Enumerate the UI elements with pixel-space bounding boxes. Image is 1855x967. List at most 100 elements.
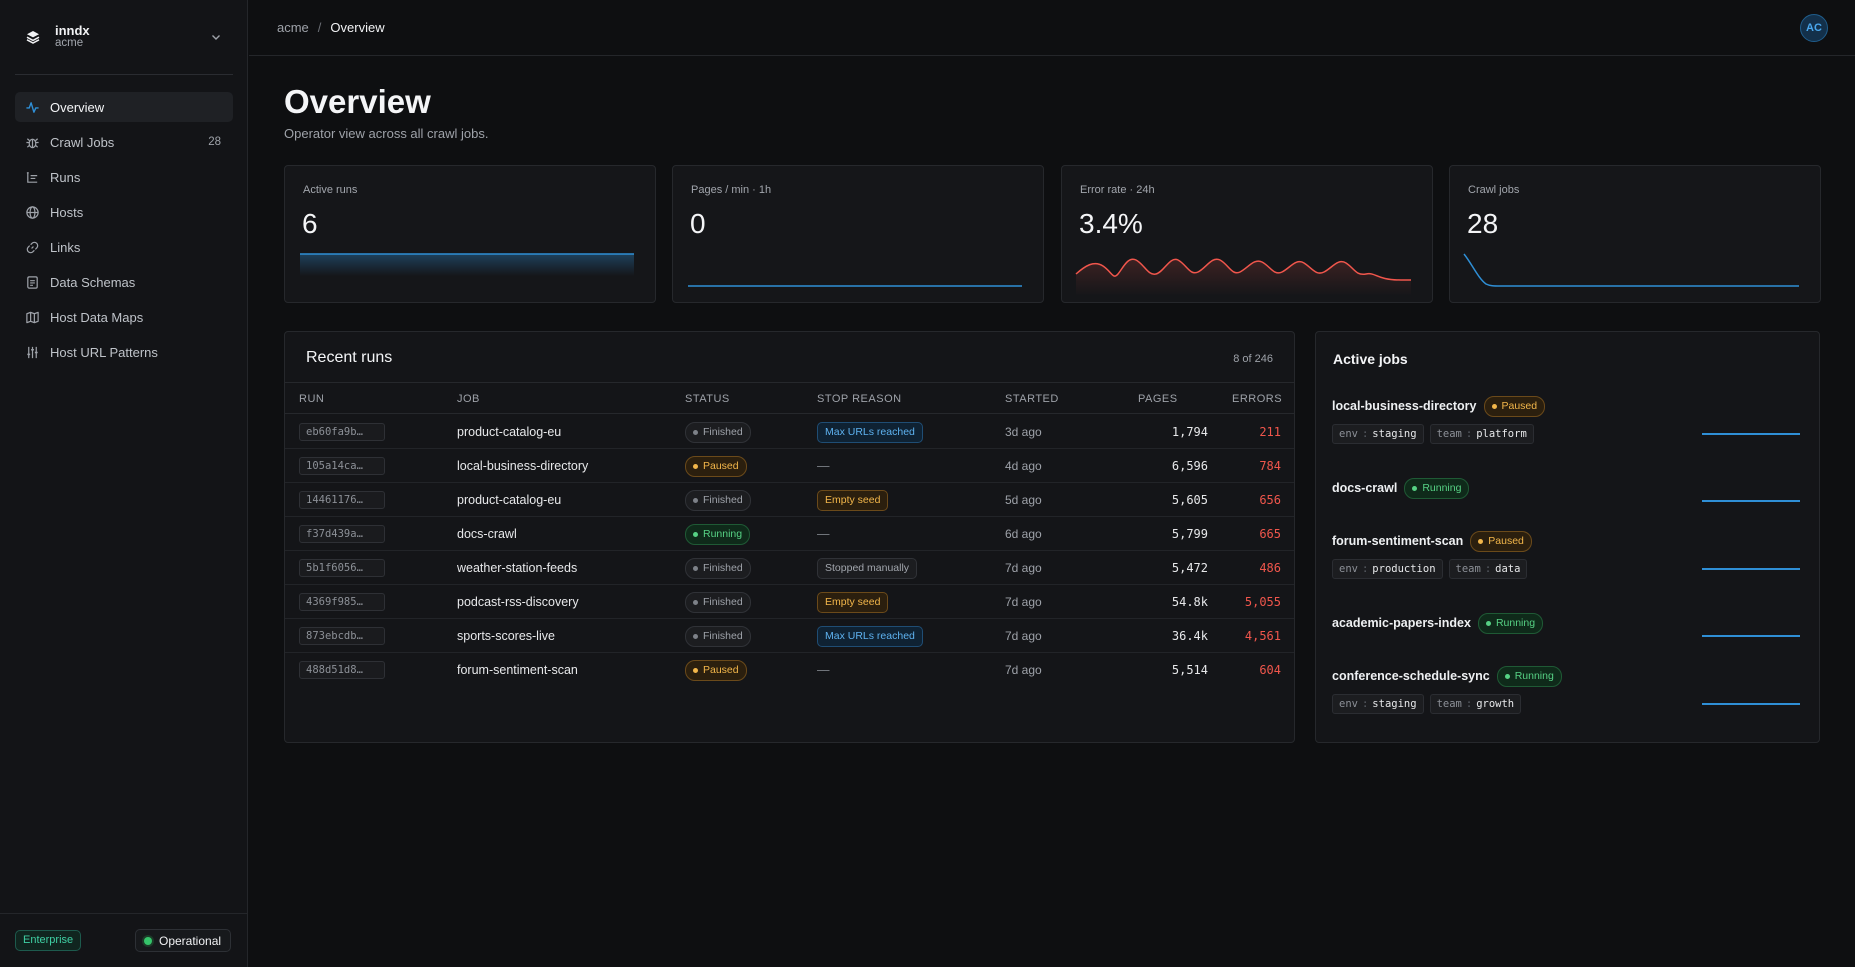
column-header-errors[interactable]: ERRORS: [1232, 393, 1283, 405]
job-tag: team: platform: [1429, 424, 1534, 444]
tag-list: env: production team: data: [1332, 559, 1802, 579]
sidebar-item-runs[interactable]: Runs: [15, 162, 233, 192]
recent-runs-title: Recent runs: [306, 349, 393, 366]
run-id[interactable]: 488d51d8…: [299, 661, 385, 679]
job-name[interactable]: sports-scores-live: [457, 629, 555, 643]
active-job-item[interactable]: docs-crawl Running: [1332, 477, 1802, 499]
tag-value: growth: [1476, 698, 1515, 710]
table-cell: docs-crawl: [457, 517, 677, 551]
kpi-value: 6: [302, 208, 318, 239]
active-job-name[interactable]: academic-papers-index: [1332, 616, 1471, 630]
job-name[interactable]: product-catalog-eu: [457, 425, 562, 439]
job-name[interactable]: local-business-directory: [457, 459, 589, 473]
tag-value: production: [1372, 563, 1436, 575]
table-cell: eb60fa9b…: [299, 415, 439, 449]
started-time: 7d ago: [1005, 663, 1042, 677]
sidebar-item-links[interactable]: Links: [15, 232, 233, 262]
run-id[interactable]: f37d439a…: [299, 525, 385, 543]
status-label: Paused: [703, 664, 739, 676]
status-dot-icon: [693, 565, 698, 571]
run-id[interactable]: 4369f985…: [299, 593, 385, 611]
table-row[interactable]: 14461176… product-catalog-eu Finished Empty…: [285, 483, 1294, 517]
status-label: Running: [703, 528, 743, 540]
breadcrumb: acme / Overview: [277, 20, 385, 35]
run-id[interactable]: 5b1f6056…: [299, 559, 385, 577]
active-job-sparkline: [1702, 568, 1800, 570]
org-switcher[interactable]: inndx acme: [15, 14, 233, 60]
table-row[interactable]: 5b1f6056… weather-station-feeds Finished St…: [285, 551, 1294, 585]
sidebar-item-label: Host Data Maps: [50, 309, 144, 325]
sidebar-item-crawl-jobs[interactable]: Crawl Jobs 28: [15, 127, 233, 157]
status-badge: Paused: [1483, 395, 1546, 417]
column-header-run[interactable]: RUN: [299, 393, 325, 405]
table-cell: 873ebcdb…: [299, 619, 439, 653]
job-tag: team: growth: [1429, 694, 1522, 714]
errors-count: 4,561: [1244, 629, 1281, 643]
run-id[interactable]: eb60fa9b…: [299, 423, 385, 441]
sidebar-item-overview[interactable]: Overview: [15, 92, 233, 122]
table-cell: 488d51d8…: [299, 653, 439, 687]
table-cell: 211: [1165, 415, 1281, 449]
table-row[interactable]: eb60fa9b… product-catalog-eu Finished Max U…: [285, 415, 1294, 449]
status-badge: Running: [685, 523, 751, 545]
table-row[interactable]: 105a14ca… local-business-directory Paused —…: [285, 449, 1294, 483]
stop-reason-badge: Empty seed: [817, 591, 889, 613]
active-job-item[interactable]: forum-sentiment-scan Paused env: production…: [1332, 530, 1802, 579]
sidebar-item-host-url-patterns[interactable]: Host URL Patterns: [15, 337, 233, 367]
tag-value: staging: [1372, 428, 1417, 440]
globe-icon: [26, 205, 39, 219]
kpi-label: Active runs: [303, 184, 358, 196]
job-name[interactable]: weather-station-feeds: [457, 561, 578, 575]
breadcrumb-root[interactable]: acme: [277, 20, 309, 35]
errors-count: 5,055: [1244, 595, 1281, 609]
run-id[interactable]: 14461176…: [299, 491, 385, 509]
column-header-pages[interactable]: PAGES: [1138, 393, 1178, 405]
job-name[interactable]: forum-sentiment-scan: [457, 663, 578, 677]
map-icon: [26, 311, 39, 323]
pages-count: 5,799: [1171, 527, 1208, 541]
active-job-name[interactable]: conference-schedule-sync: [1332, 669, 1490, 683]
active-job-name[interactable]: local-business-directory: [1332, 399, 1477, 413]
tag-key: env: [1339, 428, 1358, 440]
sidebar-item-label: Crawl Jobs: [50, 134, 115, 150]
errors-count: 784: [1259, 459, 1281, 473]
job-name[interactable]: podcast-rss-discovery: [457, 595, 579, 609]
job-tag: env: staging: [1332, 694, 1424, 714]
tag-key: team: [1436, 698, 1462, 710]
active-jobs-panel: Active jobs: [1315, 331, 1820, 743]
list-icon: [26, 171, 38, 183]
active-job-item[interactable]: local-business-directory Paused env: stagin…: [1332, 395, 1802, 444]
job-name[interactable]: product-catalog-eu: [457, 493, 562, 507]
active-job-item[interactable]: academic-papers-index Running: [1332, 612, 1802, 634]
sidebar-divider: [15, 74, 233, 75]
table-cell: Finished: [685, 585, 805, 619]
sidebar-item-data-schemas[interactable]: Data Schemas: [15, 267, 233, 297]
chevron-down-icon[interactable]: [209, 30, 223, 44]
layers-logo-icon: [15, 19, 51, 55]
sidebar-item-hosts[interactable]: Hosts: [15, 197, 233, 227]
active-job-name[interactable]: forum-sentiment-scan: [1332, 534, 1464, 548]
active-job-sparkline: [1702, 433, 1800, 435]
status-badge: Running: [1477, 612, 1544, 634]
avatar[interactable]: AC: [1800, 14, 1828, 42]
active-runs-sparkline: [300, 253, 634, 276]
column-header-started[interactable]: STARTED: [1005, 393, 1059, 405]
table-cell: podcast-rss-discovery: [457, 585, 677, 619]
column-header-job[interactable]: JOB: [457, 393, 480, 405]
table-cell: 7d ago: [1005, 619, 1125, 653]
table-row[interactable]: 4369f985… podcast-rss-discovery Finished Em…: [285, 585, 1294, 619]
run-id[interactable]: 873ebcdb…: [299, 627, 385, 645]
job-name[interactable]: docs-crawl: [457, 527, 517, 541]
active-job-name[interactable]: docs-crawl: [1332, 481, 1398, 495]
table-row[interactable]: 488d51d8… forum-sentiment-scan Paused — 7d a…: [285, 653, 1294, 687]
column-header-status[interactable]: STATUS: [685, 393, 730, 405]
table-cell: product-catalog-eu: [457, 415, 677, 449]
table-row[interactable]: f37d439a… docs-crawl Running — 6d ago 5,799 66…: [285, 517, 1294, 551]
page-title: Overview: [284, 83, 431, 120]
system-status[interactable]: Operational: [135, 929, 232, 952]
table-row[interactable]: 873ebcdb… sports-scores-live Finished Max U…: [285, 619, 1294, 653]
column-header-stop-reason[interactable]: STOP REASON: [817, 393, 902, 405]
sidebar-item-host-data-maps[interactable]: Host Data Maps: [15, 302, 233, 332]
active-job-item[interactable]: conference-schedule-sync Running env: stagi…: [1332, 665, 1802, 714]
run-id[interactable]: 105a14ca…: [299, 457, 385, 475]
